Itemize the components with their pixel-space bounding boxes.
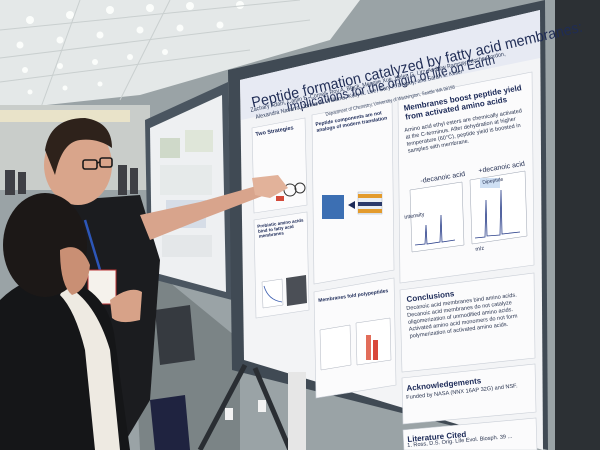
distant-crowd [5, 165, 138, 195]
title-band [240, 10, 540, 120]
label-mz: m/z [475, 245, 485, 253]
right-dark-panel [555, 0, 600, 450]
membranes-spectra [409, 170, 528, 253]
panel-fold [313, 277, 397, 399]
presenter-hair [45, 118, 112, 175]
ceiling [0, 0, 360, 110]
presenter-arm [140, 185, 265, 240]
label-minus-decanoic: -decanoic acid [420, 170, 466, 185]
lanyard [83, 219, 102, 271]
fold-heading: Membranes fold polypeptides [318, 288, 389, 304]
backpack [155, 305, 195, 365]
label-intensity: intensity [404, 211, 425, 221]
intro-figures [322, 191, 383, 219]
fold-figures [319, 317, 392, 371]
panel-literature [402, 417, 538, 450]
cup [258, 400, 266, 412]
ceiling-lights [16, 1, 244, 95]
prebiotic-figure [261, 275, 307, 309]
woman-hand [110, 289, 142, 323]
presenter-hand [252, 175, 288, 198]
white-pole [288, 372, 306, 450]
foreground-woman [0, 193, 142, 450]
panel-ack [401, 363, 537, 425]
prebiotic-heading: Prebiotic amino acids bind to fatty acid… [257, 217, 304, 239]
woman-scarf [60, 285, 120, 450]
far-wall-band [0, 110, 130, 122]
panel-conclusions [399, 272, 536, 373]
cup [225, 408, 233, 420]
blue-bag [150, 395, 190, 450]
woman-face-profile [60, 247, 90, 295]
ceiling-beams [0, 0, 311, 111]
label-dipeptide: Dipeptide [482, 176, 504, 186]
strategies-heading: Two Strategies [255, 125, 295, 138]
glasses-icon [82, 157, 113, 170]
label-plus-decanoic: +decanoic acid [478, 160, 526, 175]
panel-intro [311, 99, 395, 285]
